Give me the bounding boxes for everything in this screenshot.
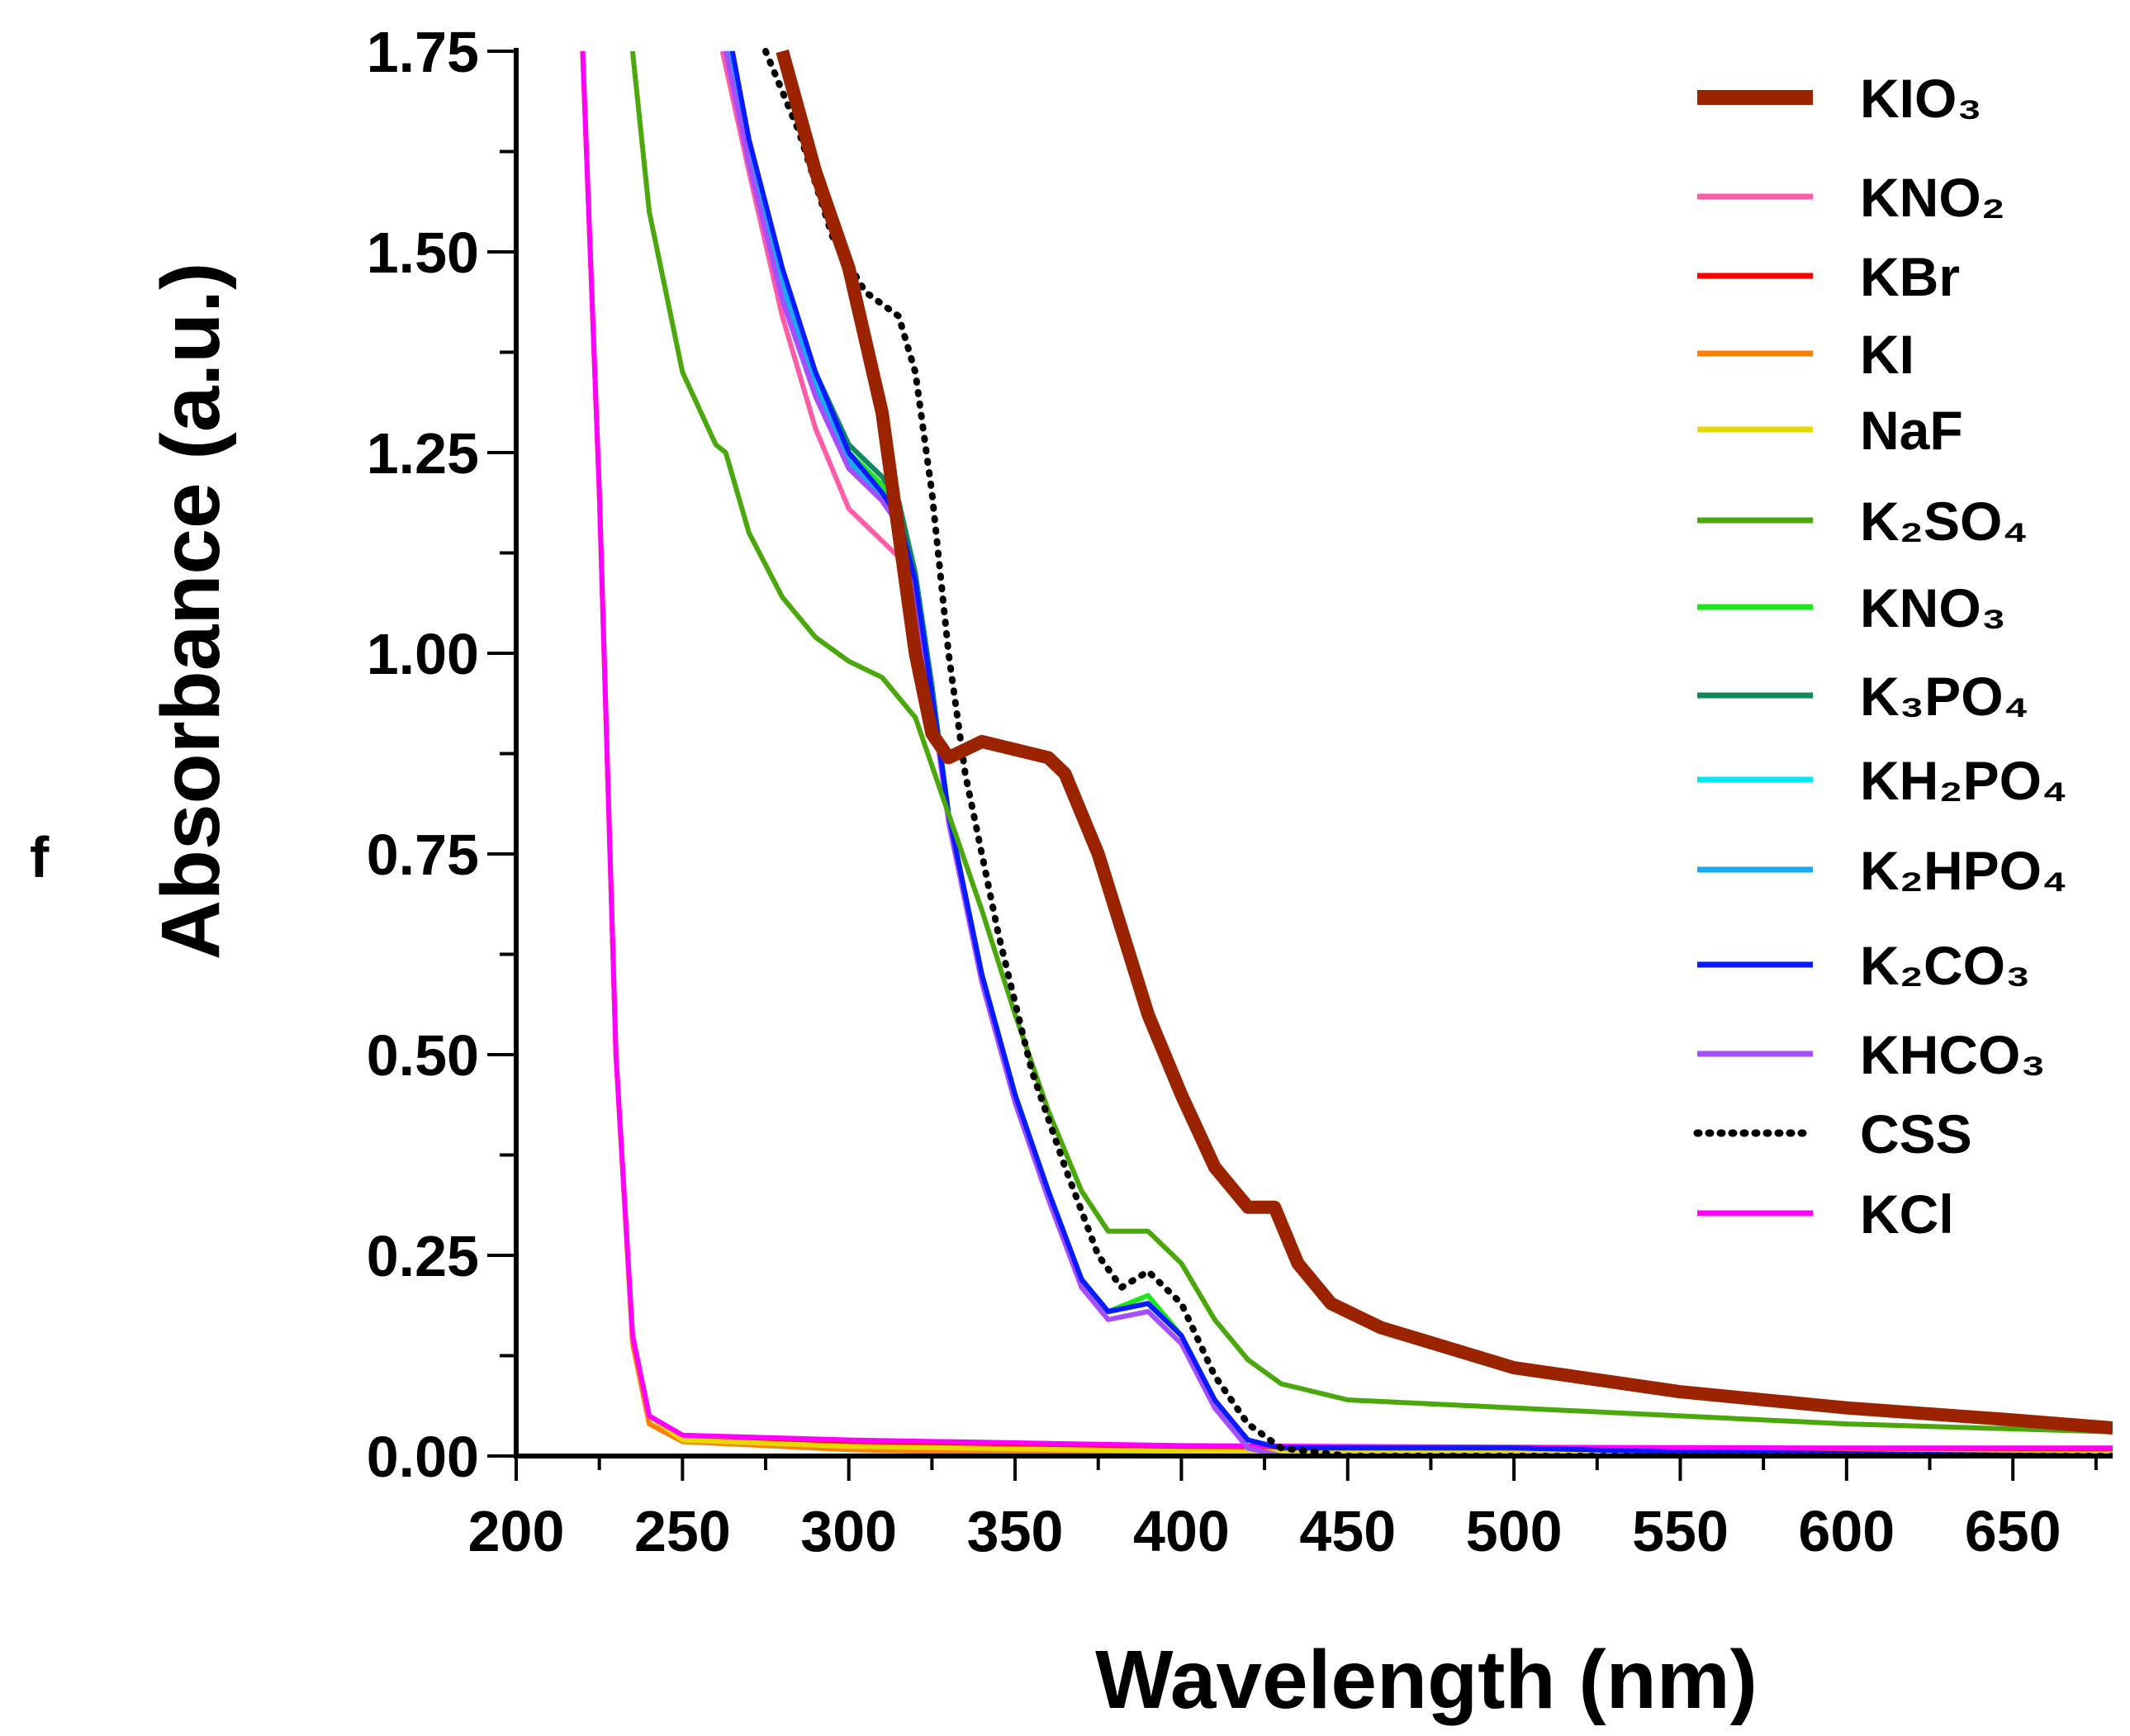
y-axis-label: Absorbance (a.u.) <box>145 263 237 960</box>
legend-label: K₂HPO₄ <box>1860 840 2067 901</box>
panel-label: f <box>30 825 50 889</box>
x-tick-label: 400 <box>1133 1499 1230 1563</box>
legend-label: KIO₃ <box>1860 68 1982 129</box>
series-line-5 <box>629 50 2113 1435</box>
x-tick-label: 550 <box>1632 1499 1729 1563</box>
y-tick-label: 1.75 <box>367 20 479 84</box>
legend-label: NaF <box>1860 400 1963 461</box>
x-tick-label: 450 <box>1299 1499 1396 1563</box>
x-axis-label: Wavelength (nm) <box>1095 1634 1758 1726</box>
series-line-0 <box>776 49 2113 1435</box>
legend-label: KBr <box>1860 246 1960 307</box>
legend-label: KNO₃ <box>1860 577 2006 638</box>
x-tick-label: 250 <box>634 1499 731 1563</box>
x-tick-label: 350 <box>967 1499 1064 1563</box>
legend-label: K₃PO₄ <box>1860 666 2029 727</box>
legend-label: K₂CO₃ <box>1860 935 2031 996</box>
y-tick-label: 0.50 <box>367 1023 479 1088</box>
y-tick-label: 1.50 <box>367 221 479 285</box>
x-tick-label: 200 <box>468 1499 565 1563</box>
y-tick-label: 1.00 <box>367 622 479 686</box>
legend-label: KH₂PO₄ <box>1860 750 2067 811</box>
legend-label: KCl <box>1860 1183 1954 1245</box>
x-tick-label: 600 <box>1798 1499 1895 1563</box>
x-tick-label: 650 <box>1965 1499 2061 1563</box>
series-line-12 <box>762 48 2113 1456</box>
y-tick-label: 0.00 <box>367 1425 479 1489</box>
y-tick-label: 0.75 <box>367 823 479 887</box>
series-line-13 <box>580 50 2113 1451</box>
legend-label: K₂SO₄ <box>1860 491 2028 552</box>
y-tick-label: 0.25 <box>367 1224 479 1288</box>
legend-label: KI <box>1860 324 1914 385</box>
legend-label: CSS <box>1860 1103 1972 1164</box>
x-tick-label: 500 <box>1466 1499 1563 1563</box>
legend-label: KNO₂ <box>1860 167 2005 228</box>
legend-label: KHCO₃ <box>1860 1024 2046 1085</box>
y-tick-label: 1.25 <box>367 421 479 486</box>
x-tick-label: 300 <box>800 1499 897 1563</box>
